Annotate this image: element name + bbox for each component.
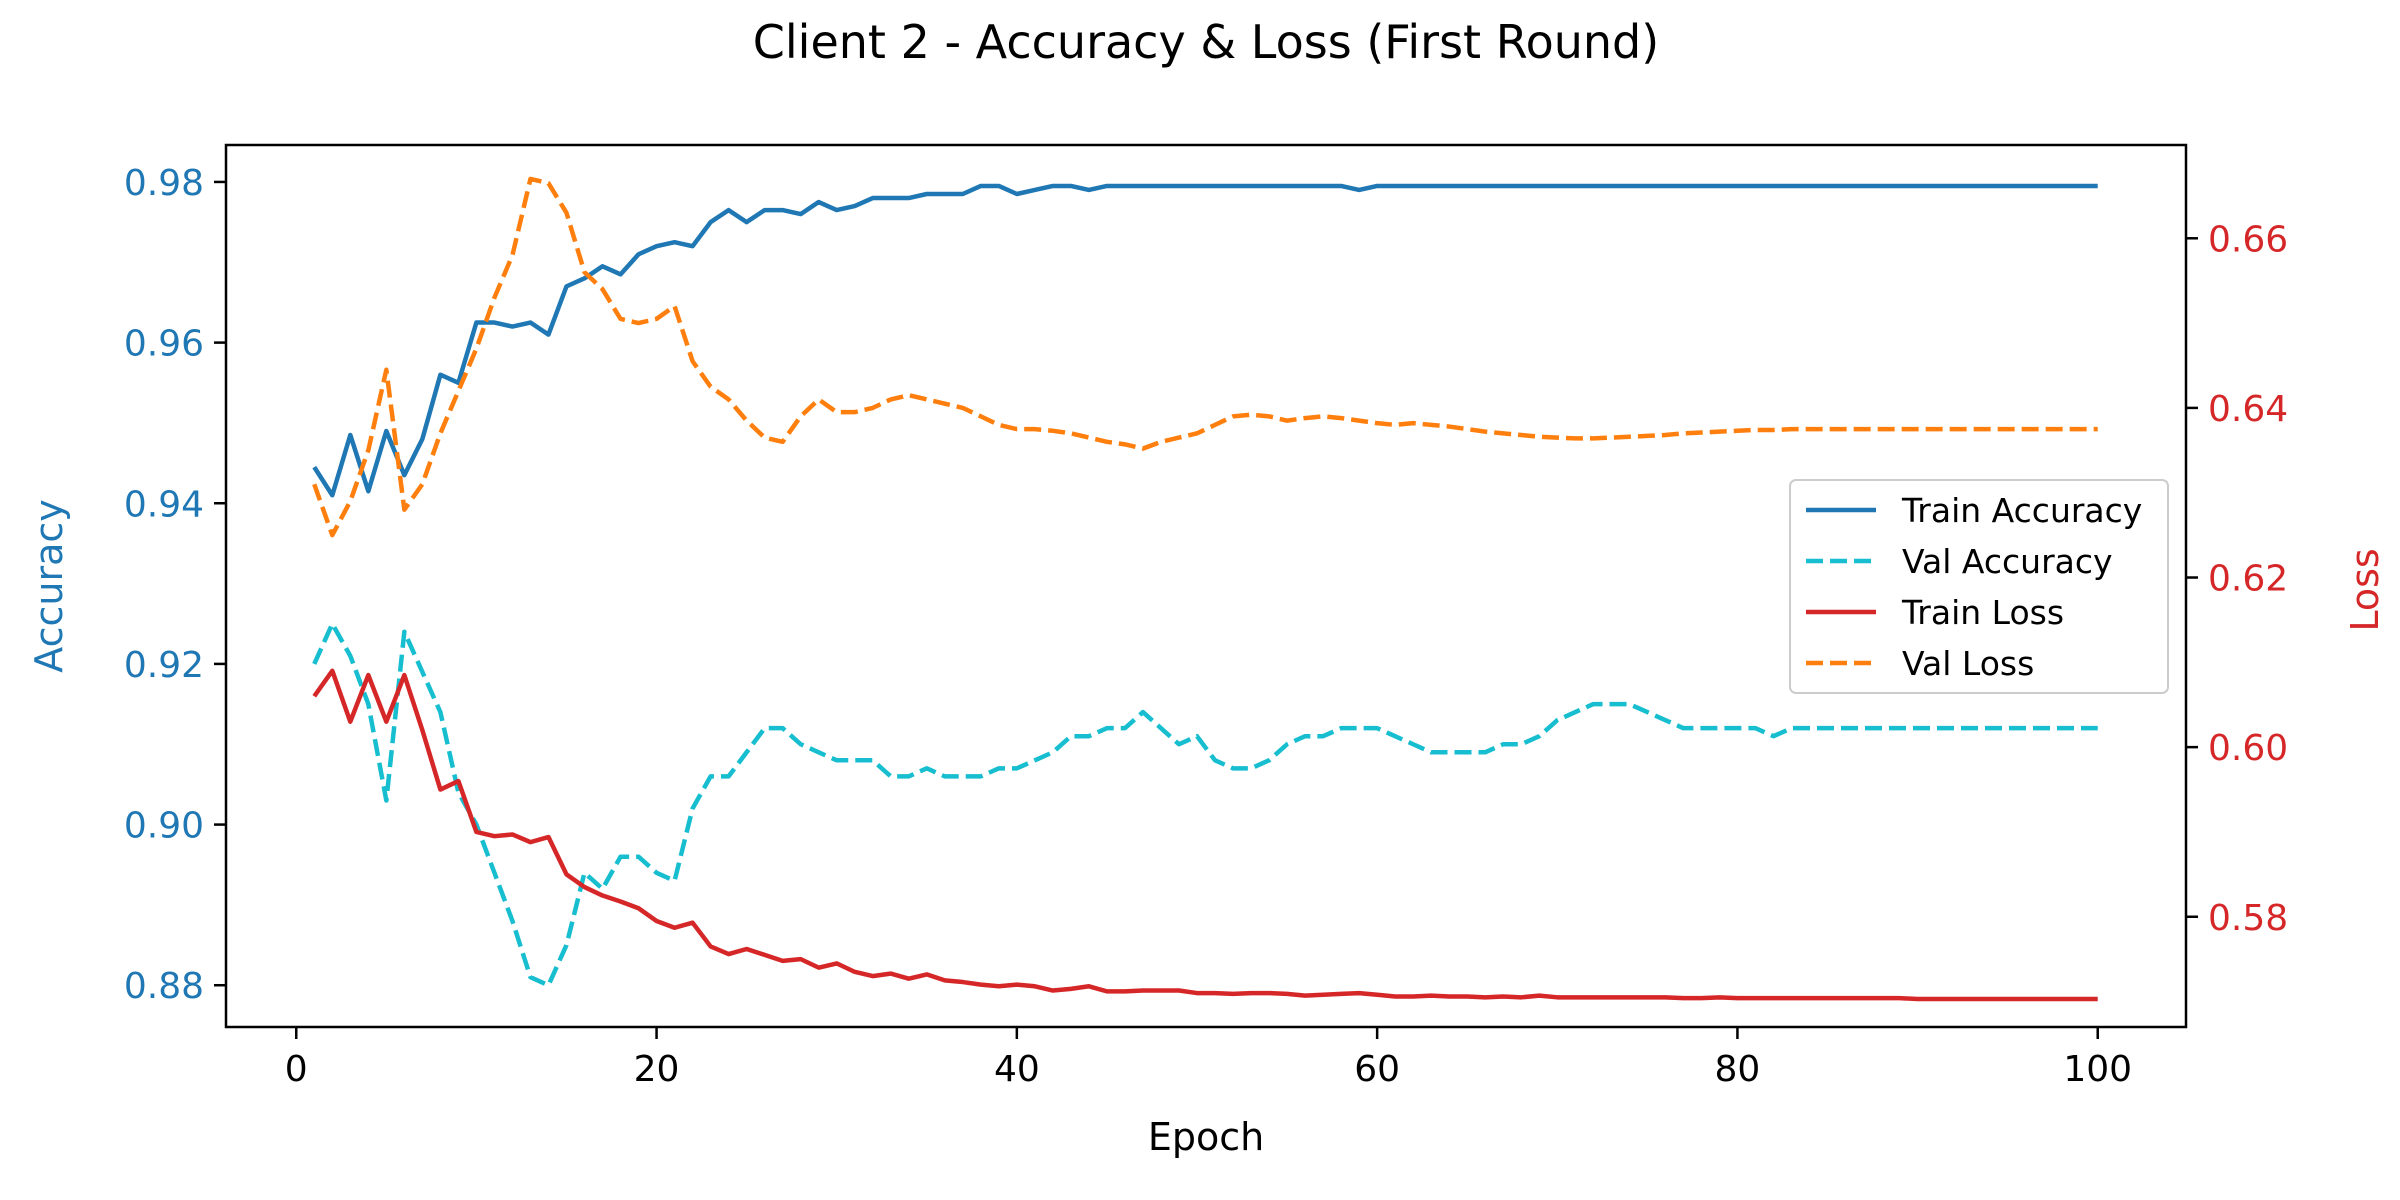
- x-tick-label: 80: [1715, 1049, 1761, 1090]
- y-right-tick-label: 0.58: [2208, 898, 2288, 939]
- y-left-tick-label: 0.98: [124, 163, 204, 204]
- y-axis-right-ticks: 0.58 0.60 0.62 0.64 0.66: [2186, 219, 2288, 939]
- y-right-tick-label: 0.64: [2208, 389, 2288, 430]
- y-axis-left-title: Accuracy: [27, 499, 71, 673]
- x-tick-label: 20: [634, 1049, 680, 1090]
- x-tick-label: 0: [285, 1049, 308, 1090]
- legend: Train Accuracy Val Accuracy Train Loss Val …: [1789, 479, 2169, 694]
- legend-label-val-accuracy: Val Accuracy: [1902, 542, 2113, 581]
- x-tick-label: 60: [1354, 1049, 1400, 1090]
- y-right-tick-label: 0.66: [2208, 219, 2288, 260]
- chart-title: Client 2 - Accuracy & Loss (First Round): [753, 15, 1659, 69]
- x-axis-title: Epoch: [1148, 1115, 1264, 1159]
- x-axis-ticks: 0 20 40 60 80 100: [285, 1027, 2132, 1090]
- y-left-tick-label: 0.96: [124, 324, 204, 365]
- legend-label-train-loss: Train Loss: [1901, 593, 2064, 632]
- x-tick-label: 100: [2063, 1049, 2132, 1090]
- y-left-tick-label: 0.90: [124, 806, 204, 847]
- y-left-tick-label: 0.94: [124, 484, 204, 525]
- series-line-train-loss: [312, 668, 2098, 1002]
- plot-area-frame: [224, 143, 2188, 1029]
- y-right-tick-label: 0.62: [2208, 559, 2288, 600]
- y-right-tick-label: 0.60: [2208, 728, 2288, 769]
- y-axis-right-title: Loss: [2343, 548, 2387, 631]
- legend-label-val-loss: Val Loss: [1902, 644, 2034, 683]
- y-axis-left-ticks: 0.88 0.90 0.92 0.94 0.96 0.98: [124, 163, 226, 1007]
- y-left-tick-label: 0.88: [124, 966, 204, 1007]
- series-line-train-accuracy: [312, 183, 2098, 498]
- y-left-tick-label: 0.92: [124, 645, 204, 686]
- legend-box: [1789, 479, 2169, 694]
- series-layer: [312, 176, 2098, 1002]
- legend-label-train-accuracy: Train Accuracy: [1901, 491, 2142, 530]
- series-line-val-accuracy: [312, 621, 2098, 988]
- x-tick-label: 40: [994, 1049, 1040, 1090]
